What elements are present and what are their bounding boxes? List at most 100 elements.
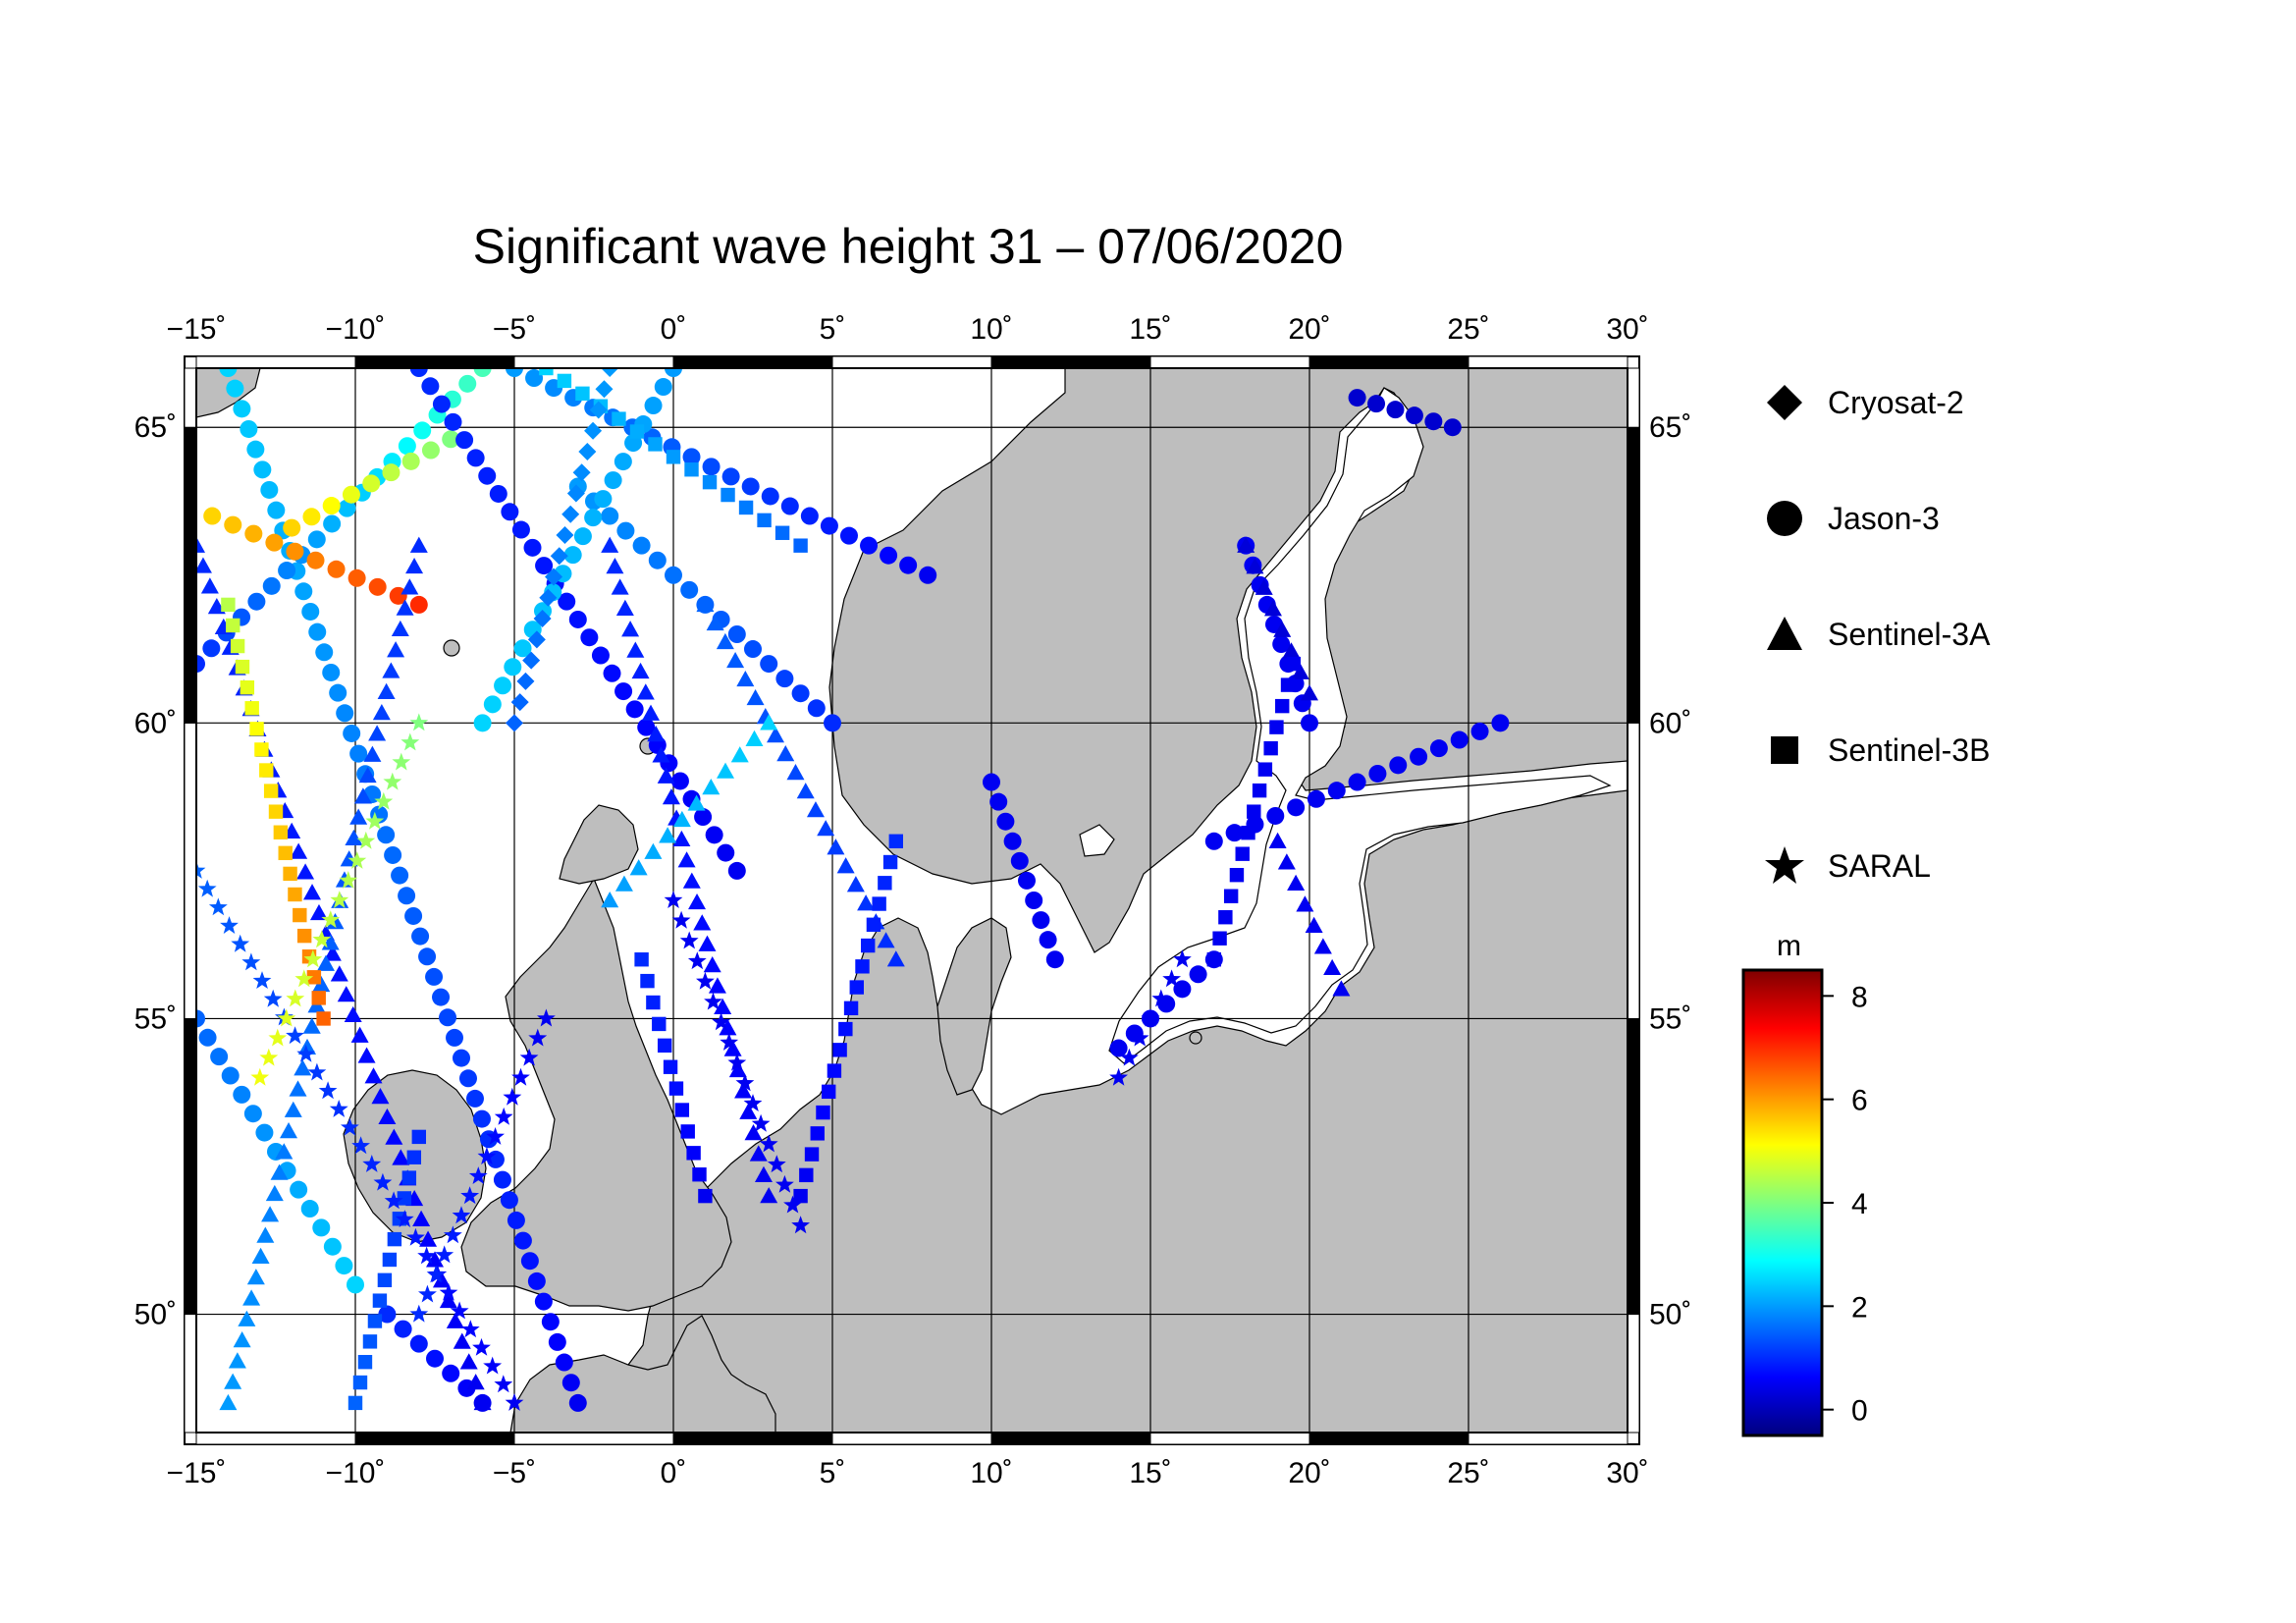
track-point-square xyxy=(230,638,245,654)
track-point-circle xyxy=(1389,756,1408,775)
track-point-circle xyxy=(527,1271,546,1290)
track-point-star xyxy=(303,949,323,968)
track-point-star xyxy=(286,989,305,1007)
track-point-circle xyxy=(1367,395,1386,413)
track-point-circle xyxy=(453,1049,470,1067)
track-point-triangle xyxy=(1277,853,1296,870)
track-point-circle xyxy=(398,887,416,905)
track-point-square xyxy=(793,538,808,553)
track-point-circle xyxy=(775,670,794,688)
frame-band-bottom xyxy=(513,1432,674,1445)
track-point-circle xyxy=(548,1332,566,1351)
track-point-square xyxy=(866,917,881,932)
track-point-circle xyxy=(632,536,651,555)
track-point-circle xyxy=(247,592,266,611)
track-point-diamond xyxy=(516,672,535,690)
land-great-britain xyxy=(460,877,732,1312)
track-point-square xyxy=(680,1124,695,1139)
track-point-square xyxy=(1212,931,1227,946)
track-point-square xyxy=(352,1375,368,1390)
track-point-circle xyxy=(1424,412,1443,431)
track-point-circle xyxy=(1307,789,1325,808)
track-point-triangle xyxy=(337,986,355,1002)
track-point-triangle xyxy=(672,810,691,828)
track-point-triangle xyxy=(363,745,382,762)
track-point-circle xyxy=(665,566,682,584)
track-point-circle xyxy=(520,1252,539,1271)
track-point-triangle xyxy=(261,1206,280,1222)
track-point-square xyxy=(557,373,572,389)
track-point-star xyxy=(362,1155,382,1172)
track-point-star xyxy=(1173,949,1192,968)
track-point-circle xyxy=(421,377,440,396)
track-point-circle xyxy=(394,1320,412,1338)
track-point-circle xyxy=(682,448,701,466)
track-point-triangle xyxy=(196,536,205,553)
track-point-star xyxy=(365,811,385,830)
track-point-circle xyxy=(1327,782,1346,800)
track-point-triangle xyxy=(323,945,342,961)
track-point-triangle xyxy=(378,1108,397,1125)
track-point-triangle xyxy=(200,577,219,594)
track-point-star xyxy=(1109,1067,1128,1086)
track-point-triangle xyxy=(716,632,734,650)
lon-label-bottom: 20˚ xyxy=(1288,1457,1330,1489)
track-point-triangle xyxy=(385,1128,403,1145)
track-point-circle xyxy=(265,533,284,552)
track-point-square xyxy=(882,854,898,870)
track-point-triangle xyxy=(621,621,640,637)
colorbar-tick-label: 4 xyxy=(1851,1188,1868,1220)
track-point-circle xyxy=(580,628,599,647)
lon-label-bottom: −10˚ xyxy=(326,1457,386,1489)
track-point-circle xyxy=(306,551,325,569)
track-point-star xyxy=(409,1304,429,1323)
track-point-circle xyxy=(1443,418,1462,437)
track-point-square xyxy=(663,1059,678,1074)
lat-label-right: 60˚ xyxy=(1649,707,1691,739)
track-point-square xyxy=(1257,762,1273,777)
track-point-star xyxy=(1120,1048,1139,1066)
track-point-triangle xyxy=(886,950,905,967)
track-point-circle xyxy=(260,480,279,499)
track-point-star xyxy=(503,1087,522,1106)
track-point-triangle xyxy=(647,725,666,742)
track-point-star xyxy=(751,1113,771,1132)
track-point-square xyxy=(640,973,655,989)
track-point-square xyxy=(810,1126,825,1141)
track-point-star xyxy=(417,1246,436,1265)
track-point-triangle xyxy=(1273,621,1292,637)
frame-band-bottom xyxy=(990,1432,1151,1445)
track-point-triangle xyxy=(302,1017,321,1034)
track-point-circle xyxy=(989,792,1008,811)
track-point-star xyxy=(486,1127,505,1145)
track-point-star xyxy=(259,1048,279,1066)
track-point-circle xyxy=(1018,871,1036,890)
track-point-triangle xyxy=(196,557,212,573)
track-point-star xyxy=(704,992,722,1010)
track-point-circle xyxy=(483,695,502,714)
track-point-circle xyxy=(727,861,746,880)
track-point-circle xyxy=(741,477,760,496)
legend-label: SARAL xyxy=(1828,847,1931,884)
track-point-circle xyxy=(996,812,1015,831)
track-point-circle xyxy=(1003,832,1022,850)
track-point-circle xyxy=(1173,980,1192,999)
track-point-triangle xyxy=(350,1026,369,1043)
track-point-circle xyxy=(1429,739,1448,758)
track-point-circle xyxy=(1109,1039,1128,1057)
track-point-square xyxy=(686,1146,701,1161)
lon-label-top: 20˚ xyxy=(1288,313,1330,346)
track-point-circle xyxy=(327,560,346,578)
track-point-circle xyxy=(290,1180,308,1199)
track-point-diamond xyxy=(561,505,580,523)
track-point-square xyxy=(793,1188,808,1204)
frame-band-bottom xyxy=(1468,1432,1629,1445)
track-point-square xyxy=(804,1147,820,1162)
track-point-diamond xyxy=(506,714,523,732)
track-point-square xyxy=(357,1354,373,1370)
track-point-triangle xyxy=(316,954,335,971)
track-point-circle xyxy=(347,568,366,587)
track-point-star xyxy=(351,1136,370,1155)
track-point-square xyxy=(387,1231,402,1247)
lon-label-bottom: 5˚ xyxy=(820,1457,846,1489)
